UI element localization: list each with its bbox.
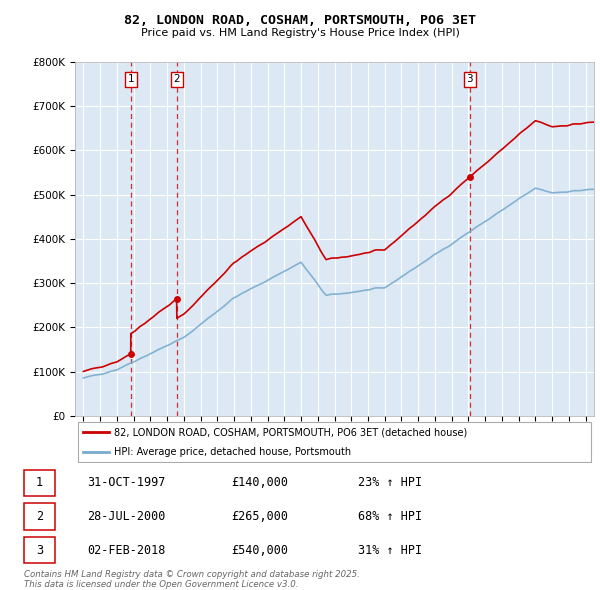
Text: 68% ↑ HPI: 68% ↑ HPI (358, 510, 422, 523)
Text: 82, LONDON ROAD, COSHAM, PORTSMOUTH, PO6 3ET: 82, LONDON ROAD, COSHAM, PORTSMOUTH, PO6… (124, 14, 476, 27)
Text: £265,000: £265,000 (231, 510, 288, 523)
FancyBboxPatch shape (77, 421, 592, 463)
Text: 2: 2 (173, 74, 180, 84)
FancyBboxPatch shape (23, 537, 55, 563)
Text: 31% ↑ HPI: 31% ↑ HPI (358, 543, 422, 557)
Text: 23% ↑ HPI: 23% ↑ HPI (358, 476, 422, 490)
Text: 28-JUL-2000: 28-JUL-2000 (87, 510, 165, 523)
FancyBboxPatch shape (23, 470, 55, 496)
Text: 3: 3 (467, 74, 473, 84)
Text: £140,000: £140,000 (231, 476, 288, 490)
Text: 31-OCT-1997: 31-OCT-1997 (87, 476, 165, 490)
Text: HPI: Average price, detached house, Portsmouth: HPI: Average price, detached house, Port… (114, 447, 351, 457)
FancyBboxPatch shape (23, 503, 55, 530)
Text: 1: 1 (127, 74, 134, 84)
Text: 02-FEB-2018: 02-FEB-2018 (87, 543, 165, 557)
Text: 82, LONDON ROAD, COSHAM, PORTSMOUTH, PO6 3ET (detached house): 82, LONDON ROAD, COSHAM, PORTSMOUTH, PO6… (114, 427, 467, 437)
Text: 2: 2 (36, 510, 43, 523)
Text: Price paid vs. HM Land Registry's House Price Index (HPI): Price paid vs. HM Land Registry's House … (140, 28, 460, 38)
Text: 1: 1 (36, 476, 43, 490)
Text: 3: 3 (36, 543, 43, 557)
Text: £540,000: £540,000 (231, 543, 288, 557)
Text: Contains HM Land Registry data © Crown copyright and database right 2025.
This d: Contains HM Land Registry data © Crown c… (24, 570, 360, 589)
